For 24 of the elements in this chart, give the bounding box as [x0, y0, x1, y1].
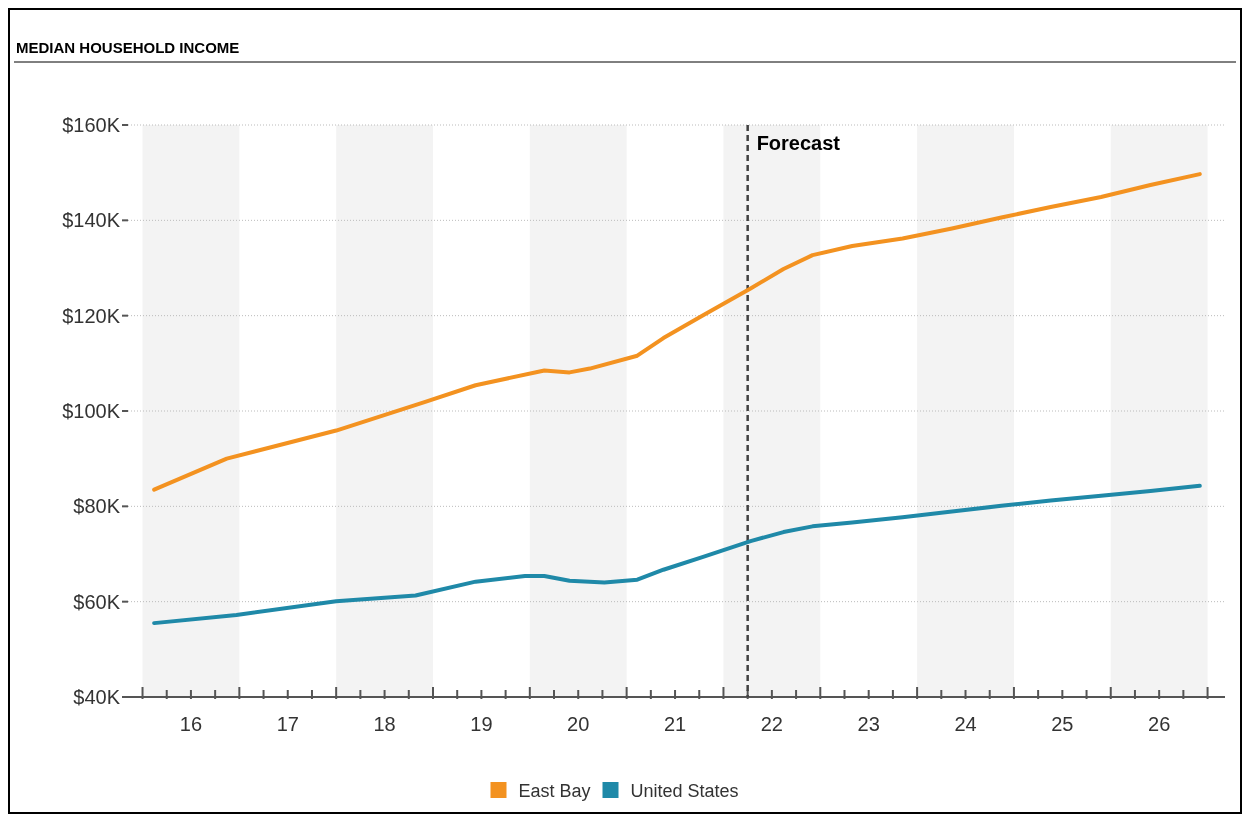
y-tick-label: $100K: [62, 400, 121, 422]
x-tick-label: 17: [276, 713, 299, 735]
x-tick-label: 26: [1148, 713, 1171, 735]
y-tick-label: $140K: [62, 209, 121, 232]
x-tick-label: 18: [373, 713, 396, 735]
line-series: [152, 483, 1202, 626]
x-tick-label: 19: [470, 713, 493, 735]
x-tick-label: 16: [179, 713, 203, 735]
legend-label: East Bay: [518, 781, 591, 801]
y-tick-label: $80K: [73, 495, 121, 518]
x-tick-label: 25: [1051, 713, 1074, 735]
legend-label: United States: [630, 781, 739, 801]
y-tick-label: $120K: [62, 304, 121, 327]
x-tick-label: 20: [567, 713, 590, 735]
x-tick-label: 21: [663, 713, 687, 735]
y-tick-label: $160K: [62, 114, 121, 136]
y-tick-label: $40K: [73, 686, 121, 708]
x-tick-label: 23: [857, 713, 880, 735]
ref-line-label: Forecast: [756, 132, 841, 154]
x-tick-label: 24: [954, 713, 977, 735]
y-tick-label: $60K: [73, 590, 121, 613]
line-series: [152, 172, 1202, 492]
chart-title: MEDIAN HOUSEHOLD INCOME: [16, 39, 240, 56]
x-tick-label: 22: [760, 713, 783, 735]
